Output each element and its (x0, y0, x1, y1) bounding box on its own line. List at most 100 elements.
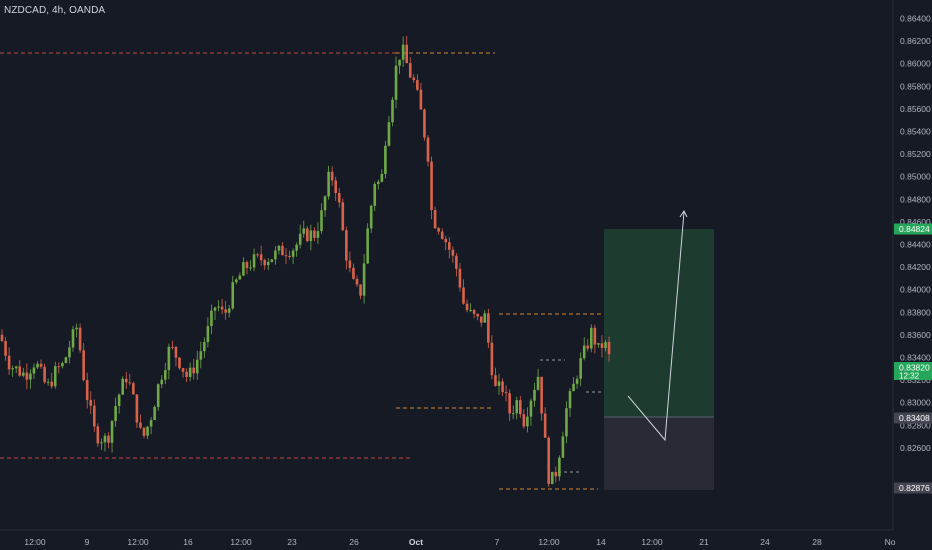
price-tick-label: 0.82800 (900, 420, 931, 430)
candle-down (543, 413, 547, 438)
candle-up (298, 233, 302, 245)
candle-down (18, 366, 22, 376)
candle-up (153, 406, 156, 421)
time-tick-label: 24 (760, 537, 770, 547)
candle-up (217, 306, 220, 308)
candle-down (284, 255, 288, 257)
candle-up (362, 263, 366, 296)
candle-down (345, 230, 348, 261)
price-axis[interactable]: 0.86400 0.86200 0.86000 0.85800 0.85600 0.854… (900, 14, 931, 453)
candle-down (25, 372, 29, 380)
projection-path[interactable] (627, 211, 685, 442)
candle-down (96, 426, 100, 444)
candle-up (46, 381, 50, 383)
candle-down (85, 380, 89, 401)
candle-down (78, 327, 82, 351)
time-tick-label: 16 (183, 537, 193, 547)
candle-up (291, 250, 295, 257)
candle-up (550, 471, 554, 485)
candle-up (401, 44, 405, 60)
candle-down (600, 343, 604, 348)
price-tick-label: 0.83000 (900, 398, 931, 408)
candle-up (11, 368, 14, 370)
candle-down (256, 254, 259, 256)
candle-down (306, 228, 309, 242)
profit-zone[interactable] (604, 229, 714, 417)
candle-up (391, 99, 394, 123)
candle-up (203, 342, 206, 352)
candle-up (117, 394, 121, 406)
loss-zone[interactable] (604, 417, 714, 490)
candle-down (519, 400, 522, 415)
candle-up (568, 391, 572, 409)
candle-up (511, 413, 515, 415)
candle-up (579, 358, 582, 379)
candle-up (597, 343, 600, 345)
time-tick-label: 26 (349, 537, 359, 547)
candle-up (146, 426, 149, 436)
candle-down (433, 209, 437, 229)
time-axis[interactable]: 12:00 9 12:00 16 12:00 23 26 Oct 7 12:00 14 12:00 21… (24, 537, 895, 547)
candle-up (582, 345, 586, 359)
candle-up (206, 326, 210, 343)
price-tick-label: 0.85200 (900, 149, 931, 159)
candle-up (238, 275, 242, 280)
candle-down (487, 313, 490, 343)
candle-up (590, 327, 593, 349)
candle-up (384, 145, 387, 174)
candle-down (554, 471, 558, 477)
candle-down (93, 405, 96, 427)
candle-up (277, 245, 281, 251)
time-tick-label: 12:00 (127, 537, 149, 547)
candle-up (68, 347, 71, 358)
candle-down (89, 400, 93, 406)
price-tick-label: 0.84800 (900, 194, 931, 204)
time-tick-label: No (885, 537, 896, 547)
candle-down (444, 238, 448, 243)
candle-up (71, 329, 75, 348)
candle-up (227, 308, 231, 313)
candle-down (0, 334, 4, 341)
candle-down (540, 376, 543, 414)
candle-up (295, 244, 298, 251)
candle-up (515, 400, 519, 414)
candle-down (348, 260, 352, 268)
candle-up (100, 442, 103, 444)
current-price-label-bg (894, 362, 932, 380)
candle-up (309, 230, 313, 242)
candle-down (135, 394, 139, 423)
time-tick-label: 21 (699, 537, 709, 547)
candle-down (288, 255, 291, 257)
candle-down (405, 44, 408, 64)
candle-up (558, 457, 561, 477)
candle-down (419, 89, 423, 110)
candle-up (533, 389, 536, 401)
candle-down (220, 306, 224, 310)
time-tick-label: 12:00 (641, 537, 663, 547)
target-price-label-bg (894, 223, 932, 235)
candle-down (313, 230, 316, 238)
candle-down (352, 267, 355, 279)
candle-up (565, 408, 568, 437)
price-tick-label: 0.84000 (900, 285, 931, 295)
price-tick-label: 0.82600 (900, 443, 931, 453)
candle-up (188, 367, 192, 377)
candle-down (192, 367, 195, 374)
candle-down (281, 245, 284, 256)
current-price-label: 0.83820 (899, 363, 930, 373)
candle-down (472, 309, 476, 314)
price-tick-label: 0.83800 (900, 307, 931, 317)
candle-down (416, 80, 419, 90)
candle-up (497, 381, 501, 386)
current-price-label-countdown: 12:32 (899, 372, 920, 381)
candle-up (231, 282, 235, 309)
candle-up (64, 357, 68, 363)
candle-up (572, 383, 575, 392)
candle-down (50, 381, 53, 387)
candle-up (270, 259, 274, 262)
candle-up (380, 173, 384, 182)
candle-down (607, 342, 611, 355)
time-tick-label: 12:00 (24, 537, 46, 547)
